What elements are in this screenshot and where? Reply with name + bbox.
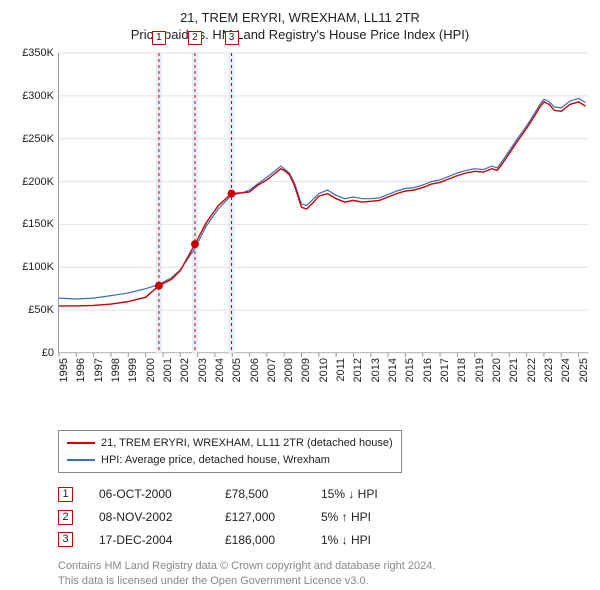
x-axis-label: 2010 <box>318 358 330 382</box>
chart-area: 123 1995 1996 1997 1998 1999 2000 2001 2002 2003… <box>10 48 590 388</box>
x-axis-label: 1997 <box>93 358 105 382</box>
legend-label: HPI: Average price, detached house, Wrex… <box>101 452 330 469</box>
x-axis-label: 1998 <box>110 358 122 382</box>
transaction-number-box: 3 <box>58 532 73 547</box>
x-axis-label: 2021 <box>508 358 520 382</box>
legend-label: 21, TREM ERYRI, WREXHAM, LL11 2TR (detac… <box>101 435 393 452</box>
legend-item: HPI: Average price, detached house, Wrex… <box>67 452 393 469</box>
x-axis-label: 2005 <box>231 358 243 382</box>
transaction-row: 2 08-NOV-2002 £127,000 5% ↑ HPI <box>58 506 590 529</box>
transaction-number-box: 2 <box>58 510 73 525</box>
transaction-row: 1 06-OCT-2000 £78,500 15% ↓ HPI <box>58 483 590 506</box>
x-axis-label: 2011 <box>335 358 347 382</box>
x-axis-label: 2002 <box>179 358 191 382</box>
legend-swatch <box>67 442 95 444</box>
transaction-delta: 1% ↓ HPI <box>321 529 411 552</box>
transaction-date: 17-DEC-2004 <box>99 529 199 552</box>
transactions-table: 1 06-OCT-2000 £78,500 15% ↓ HPI 2 08-NOV-2002… <box>58 483 590 551</box>
transaction-price: £78,500 <box>225 483 295 506</box>
x-axis-label: 2020 <box>491 358 503 382</box>
x-axis-label: 2016 <box>422 358 434 382</box>
x-axis-labels: 1995 1996 1997 1998 1999 2000 2001 2002 2003 2004… <box>58 355 588 385</box>
x-axis-label: 2000 <box>145 358 157 382</box>
x-axis-label: 2004 <box>214 358 226 382</box>
legend-swatch <box>67 459 95 461</box>
x-axis-label: 2019 <box>474 358 486 382</box>
x-axis-label: 2024 <box>560 358 572 382</box>
footer-line-1: Contains HM Land Registry data © Crown c… <box>58 559 590 574</box>
y-axis-label: £250K <box>22 133 54 145</box>
x-axis-label: 2022 <box>526 358 538 382</box>
x-axis-label: 2013 <box>370 358 382 382</box>
transaction-row: 3 17-DEC-2004 £186,000 1% ↓ HPI <box>58 529 590 552</box>
legend-item: 21, TREM ERYRI, WREXHAM, LL11 2TR (detac… <box>67 435 393 452</box>
transaction-number-box: 1 <box>58 487 73 502</box>
transaction-marker-box: 2 <box>188 31 202 45</box>
plot-svg <box>59 53 589 353</box>
footer-attribution: Contains HM Land Registry data © Crown c… <box>58 559 590 589</box>
x-axis-label: 2006 <box>249 358 261 382</box>
plot-region: 123 <box>58 53 588 353</box>
transaction-marker-box: 1 <box>152 31 166 45</box>
transaction-price: £186,000 <box>225 529 295 552</box>
transaction-delta: 5% ↑ HPI <box>321 506 411 529</box>
transaction-delta: 15% ↓ HPI <box>321 483 411 506</box>
x-axis-label: 2012 <box>352 358 364 382</box>
transaction-date: 06-OCT-2000 <box>99 483 199 506</box>
x-axis-label: 2025 <box>578 358 590 382</box>
transaction-marker-box: 3 <box>225 31 239 45</box>
y-axis-label: £100K <box>22 261 54 273</box>
y-axis-label: £200K <box>22 176 54 188</box>
x-axis-label: 2007 <box>266 358 278 382</box>
x-axis-label: 2018 <box>456 358 468 382</box>
footer-line-2: This data is licensed under the Open Gov… <box>58 574 590 589</box>
transaction-date: 08-NOV-2002 <box>99 506 199 529</box>
transaction-price: £127,000 <box>225 506 295 529</box>
chart-title-1: 21, TREM ERYRI, WREXHAM, LL11 2TR <box>10 10 590 25</box>
x-axis-label: 2001 <box>162 358 174 382</box>
chart-title-2: Price paid vs. HM Land Registry's House … <box>10 27 590 42</box>
x-axis-label: 1995 <box>58 358 70 382</box>
x-axis-label: 2008 <box>283 358 295 382</box>
x-axis-label: 2014 <box>387 358 399 382</box>
x-axis-label: 1996 <box>75 358 87 382</box>
y-axis-label: £300K <box>22 90 54 102</box>
x-axis-label: 2009 <box>300 358 312 382</box>
x-axis-label: 2003 <box>197 358 209 382</box>
x-axis-label: 2023 <box>543 358 555 382</box>
x-axis-label: 2017 <box>439 358 451 382</box>
x-axis-label: 2015 <box>404 358 416 382</box>
y-axis-label: £350K <box>22 47 54 59</box>
y-axis-label: £0 <box>42 347 54 359</box>
legend: 21, TREM ERYRI, WREXHAM, LL11 2TR (detac… <box>58 430 402 473</box>
y-axis-label: £50K <box>28 304 54 316</box>
x-axis-label: 1999 <box>127 358 139 382</box>
y-axis-label: £150K <box>22 218 54 230</box>
